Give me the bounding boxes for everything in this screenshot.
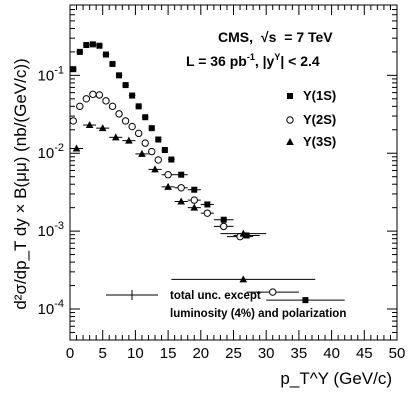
x-tick-label: 15: [160, 345, 177, 362]
y-tick-label: 10-4: [38, 298, 64, 318]
data-point: [191, 186, 198, 193]
data-point: [96, 42, 103, 49]
data-point: [76, 48, 83, 55]
data-point: [109, 60, 116, 67]
axes: 0 5 10 15 20 25 30 35 40 45 50 10-4 10-3 10-2 10-1: [38, 4, 406, 362]
legend-marker: [286, 116, 294, 124]
data-point: [168, 156, 175, 163]
series-1: [70, 41, 345, 304]
data-point: [190, 203, 199, 211]
unc-text-line1: total unc. except: [170, 290, 261, 302]
data-point: [142, 114, 149, 121]
data-point: [161, 147, 168, 154]
data-point: [148, 125, 155, 132]
legend: Υ(1S) Υ(2S) Υ(3S): [286, 88, 336, 149]
uncertainty-note: total unc. except luminosity (4%) and po…: [106, 290, 346, 320]
data-point: [134, 129, 143, 138]
data-point: [82, 95, 91, 103]
rapidity-cut-suffix: | < 2.4: [280, 53, 320, 69]
x-tick-label: 45: [356, 345, 373, 362]
data-point: [148, 147, 156, 156]
svg-text:L = 36 pb-1, |yΥ| < 2.4: L = 36 pb-1, |yΥ| < 2.4: [186, 52, 320, 69]
data-point: [154, 156, 162, 164]
svg-text:CMS, √s = 7 TeV: CMS, √s = 7 TeV: [218, 29, 333, 45]
data-point: [141, 139, 149, 147]
data-point: [121, 117, 130, 125]
data-point: [108, 102, 117, 111]
rapidity-sup: Υ: [274, 52, 280, 62]
data-point: [83, 42, 90, 49]
data-point: [178, 171, 185, 178]
y-tick-label: 10-1: [38, 64, 64, 84]
data-point: [239, 229, 248, 237]
legend-label: Υ(2S): [303, 112, 336, 127]
energy-symbol: √s: [261, 29, 277, 45]
data-point: [102, 51, 109, 58]
data-point: [116, 72, 123, 79]
x-tick-label: 50: [389, 345, 406, 362]
data-point: [129, 92, 136, 99]
data-point: [89, 90, 97, 99]
data-point: [125, 136, 133, 144]
energy-value: = 7 TeV: [284, 29, 333, 45]
x-tick-label: 0: [66, 345, 74, 362]
data-point: [128, 122, 136, 131]
data-point: [155, 136, 162, 143]
y-tick-label: 10-3: [38, 220, 64, 240]
y-tick-label: 10-2: [38, 142, 64, 162]
series-2: [69, 90, 299, 296]
data-point: [102, 97, 110, 105]
y-axis-title-main: d²σ/dp_T dy × B(μμ) (nb/(GeV/c)): [11, 58, 30, 309]
data-point: [177, 197, 185, 205]
x-tick-label: 20: [192, 345, 209, 362]
data-point: [220, 216, 227, 223]
data-point: [164, 182, 172, 190]
data-point: [69, 117, 77, 125]
data-point: [177, 184, 185, 192]
data-point: [95, 91, 104, 99]
data-point: [115, 110, 123, 118]
data-point: [72, 144, 81, 152]
data-point: [135, 103, 142, 110]
data-point: [85, 121, 94, 129]
data-point: [111, 133, 120, 141]
rapidity-cut: , |y: [255, 53, 275, 69]
x-axis-title: p_T^Υ (GeV/c): [280, 369, 392, 388]
legend-marker: [287, 93, 293, 99]
data-point: [70, 66, 77, 73]
data-point: [89, 41, 96, 48]
data-point: [302, 297, 309, 304]
unc-text-line2: luminosity (4%) and polarization: [170, 308, 346, 320]
data-point: [122, 82, 129, 89]
x-tick-label: 10: [127, 345, 144, 362]
y-axis-title: d²σ/dp_T dy × B(μμ) (nb/(GeV/c)): [11, 58, 30, 309]
x-tick-label: 35: [291, 345, 308, 362]
lumi-exp: -1: [247, 52, 255, 62]
data-point: [138, 149, 146, 157]
x-tick-label: 5: [99, 345, 107, 362]
data-point: [76, 102, 84, 111]
x-tick-label: 30: [258, 345, 275, 362]
experiment-label: CMS,: [218, 29, 253, 45]
data-point: [204, 201, 211, 208]
data-point: [98, 124, 107, 132]
data-point: [203, 209, 212, 217]
legend-marker: [286, 138, 294, 145]
legend-label: Υ(3S): [303, 134, 336, 149]
x-tick-label: 40: [323, 345, 340, 362]
x-tick-label: 25: [225, 345, 242, 362]
data-point: [164, 171, 172, 179]
plot-area: [69, 41, 345, 304]
legend-label: Υ(1S): [303, 88, 336, 103]
data-point: [239, 275, 248, 283]
data-point: [243, 232, 250, 239]
info-box: CMS, √s = 7 TeV L = 36 pb-1, |yΥ| < 2.4: [186, 29, 333, 69]
lumi-label: L = 36 pb: [186, 53, 247, 69]
data-point: [151, 165, 159, 173]
series-3: [70, 121, 316, 283]
data-point: [190, 196, 198, 204]
data-point: [269, 288, 277, 296]
data-point: [219, 222, 228, 231]
